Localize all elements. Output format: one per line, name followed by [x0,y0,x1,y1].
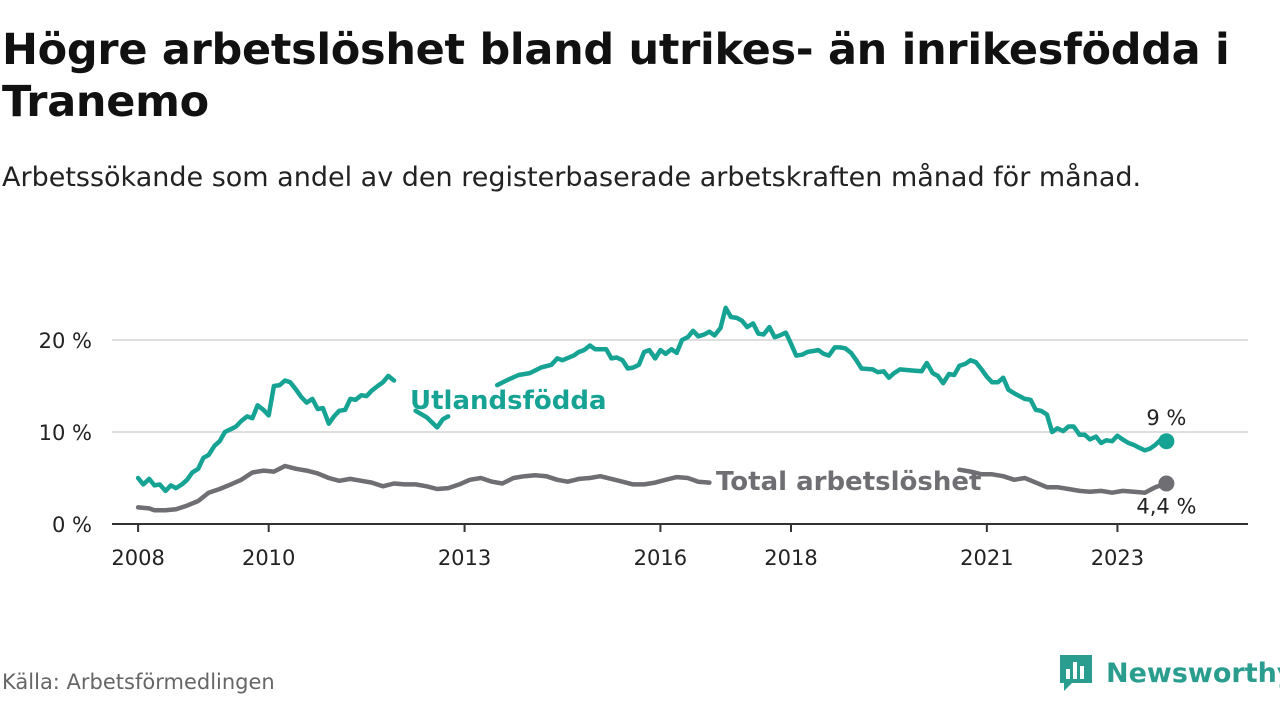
total-end-point [1158,475,1175,492]
page-title: Högre arbetslöshet bland utrikes- än inr… [2,25,1230,127]
chart-subtitle: Arbetssökande som andel av den registerb… [2,162,1142,193]
bar-chart-logo-icon [1060,655,1092,691]
series-lines [135,305,1175,513]
x-tick-label: 2013 [438,546,491,570]
utlandsfodda-end-point [1158,433,1175,450]
x-tick-label: 2010 [242,546,295,570]
utlandsfodda-line [494,305,1169,453]
utlandsfodda-line [413,408,451,430]
end-value-utlandsfodda: 9 % [1146,406,1186,430]
newsworthy-logo[interactable]: Newsworthy [1058,652,1280,694]
y-tick-label: 20 % [39,329,92,353]
chart-labels: 0 % 10 % 20 % 2008 2010 2013 2016 2018 2021 2023 U… [39,329,1197,570]
total-arbetsloshet-line [135,463,712,513]
brand-name: Newsworthy [1106,657,1280,689]
y-tick-label: 0 % [52,513,92,537]
x-tick-label: 2023 [1091,546,1144,570]
x-tick-label: 2021 [960,546,1013,570]
total-arbetsloshet-line [957,467,1169,495]
y-tick-label: 10 % [39,421,92,445]
end-value-total: 4,4 % [1136,495,1196,519]
series-label-utlandsfodda: Utlandsfödda [410,386,607,416]
x-tick-label: 2008 [111,546,164,570]
source-note: Källa: Arbetsförmedlingen [2,670,275,694]
x-axis [112,523,1248,532]
grid-lines [112,339,1248,433]
x-tick-label: 2016 [634,546,687,570]
x-tick-label: 2018 [764,546,817,570]
utlandsfodda-line [135,373,397,494]
series-label-total: Total arbetslöshet [716,467,981,497]
